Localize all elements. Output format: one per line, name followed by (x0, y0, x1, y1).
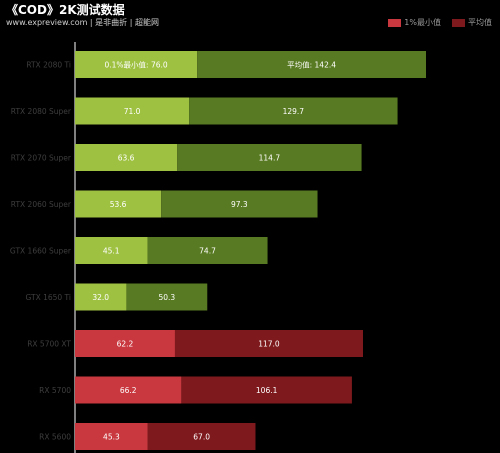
category-label-2: RTX 2070 Super (11, 154, 72, 163)
legend: 1%最小值 平均值 (382, 17, 492, 28)
bar-avg-0 (197, 51, 426, 78)
data-label-avg-1: 129.7 (283, 107, 305, 116)
bar-avg-7 (181, 376, 352, 404)
category-label-7: RX 5700 (39, 386, 71, 395)
bar-avg-3 (161, 190, 318, 218)
data-label-min-3: 53.6 (110, 200, 127, 209)
bar-avg-4 (147, 237, 268, 264)
data-label-min-8: 45.3 (103, 433, 120, 442)
chart-title: 《COD》2K测试数据 (6, 3, 125, 17)
data-label-min-2: 63.6 (118, 154, 135, 163)
data-label-min-1: 71.0 (124, 107, 141, 116)
data-label-avg-0: 平均值: 142.4 (287, 60, 336, 70)
legend-item-avg: 平均值 (452, 17, 492, 28)
data-label-avg-7: 106.1 (256, 386, 278, 395)
bar-avg-8 (147, 423, 256, 450)
category-label-6: RX 5700 XT (27, 340, 71, 349)
data-label-avg-2: 114.7 (259, 154, 281, 163)
data-label-min-0: 0.1%最小值: 76.0 (104, 60, 167, 70)
data-label-avg-8: 67.0 (193, 433, 210, 442)
bar-min-0 (75, 51, 198, 78)
bar-min-1 (75, 97, 190, 125)
bar-min-8 (75, 423, 148, 450)
data-label-min-6: 62.2 (117, 340, 134, 349)
data-label-min-5: 32.0 (92, 293, 109, 302)
bar-avg-2 (177, 144, 362, 171)
bar-min-2 (75, 144, 178, 171)
category-label-0: RTX 2080 Ti (26, 61, 71, 70)
chart-subtitle: www.expreview.com | 是非曲折 | 超能网 (6, 18, 159, 27)
legend-label-min: 1%最小值 (404, 18, 441, 27)
data-label-avg-5: 50.3 (158, 293, 175, 302)
bar-min-6 (75, 330, 175, 357)
bar-min-3 (75, 190, 162, 218)
bar-avg-6 (174, 330, 363, 357)
category-label-3: RTX 2060 Super (11, 200, 72, 209)
data-label-min-4: 45.1 (103, 247, 120, 256)
data-label-avg-6: 117.0 (258, 340, 280, 349)
bar-avg-5 (126, 283, 208, 311)
category-label-4: GTX 1660 Super (10, 247, 72, 256)
bar-min-7 (75, 376, 182, 404)
data-label-avg-3: 97.3 (231, 200, 248, 209)
bar-min-4 (75, 237, 148, 264)
data-label-avg-4: 74.7 (199, 247, 216, 256)
category-label-1: RTX 2080 Super (11, 107, 72, 116)
legend-swatch-avg (452, 18, 465, 27)
category-label-5: GTX 1650 Ti (25, 293, 71, 302)
legend-label-avg: 平均值 (468, 18, 492, 27)
data-label-min-7: 66.2 (120, 386, 137, 395)
category-label-8: RX 5600 (39, 433, 71, 442)
bar-min-5 (75, 283, 127, 311)
legend-item-min: 1%最小值 (388, 17, 441, 28)
bar-avg-1 (189, 97, 398, 125)
legend-swatch-min (388, 18, 402, 27)
